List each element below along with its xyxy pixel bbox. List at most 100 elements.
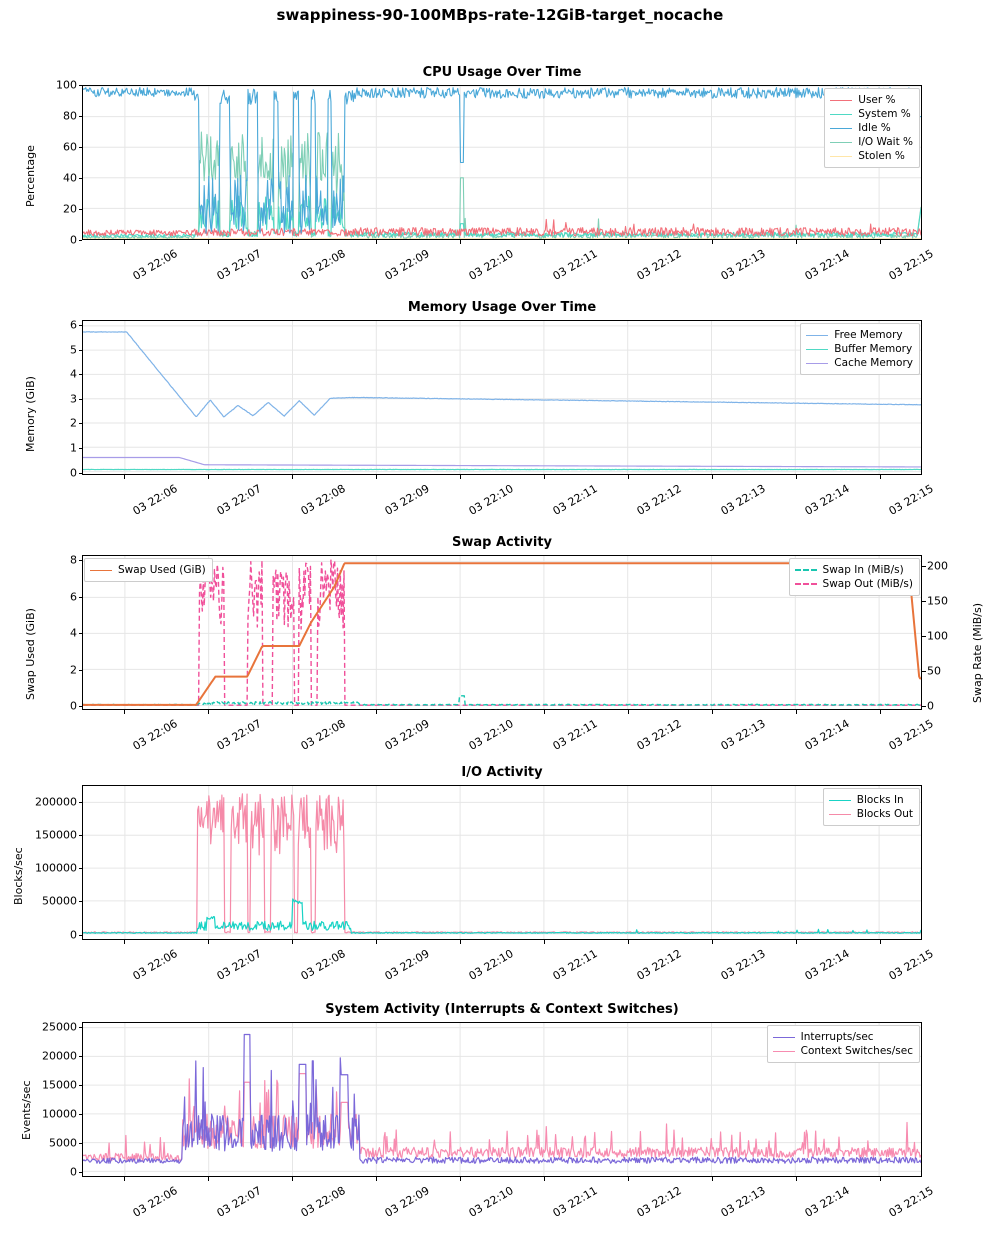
legend-label: I/O Wait %	[858, 136, 913, 148]
y-tick-label: 80	[63, 109, 77, 123]
y-tick-label: 0	[70, 466, 77, 480]
panel-swap-ylabel-right: Swap Rate (MiB/s)	[971, 602, 984, 703]
x-tick-label: 03 22:07	[214, 947, 264, 983]
x-tick-label: 03 22:12	[634, 1184, 684, 1220]
legend-item: Context Switches/sec	[772, 1044, 913, 1058]
x-tick-mark	[712, 710, 713, 714]
y-tick-label: 20	[63, 202, 77, 216]
legend-swatch-iowait	[830, 141, 853, 143]
x-tick-label: 03 22:10	[466, 247, 516, 283]
x-tick-label: 03 22:08	[298, 247, 348, 283]
panel-cpu-axes	[82, 85, 922, 240]
x-tick-label: 03 22:11	[550, 947, 600, 983]
x-tick-mark	[880, 240, 881, 244]
x-tick-mark	[544, 710, 545, 714]
x-tick-label: 03 22:09	[382, 717, 432, 753]
x-tick-label: 03 22:07	[214, 482, 264, 518]
y2-tick-label: 50	[927, 664, 941, 678]
x-tick-mark	[796, 710, 797, 714]
x-tick-label: 03 22:07	[214, 247, 264, 283]
y-tick-mark	[78, 85, 82, 86]
legend-swatch-context-switches	[772, 1050, 795, 1052]
y-tick-mark	[78, 1055, 82, 1057]
x-tick-mark	[628, 1177, 629, 1181]
y-tick-label: 20000	[42, 1049, 77, 1063]
legend-swatch-free-memory	[806, 334, 829, 336]
x-tick-mark	[460, 475, 461, 479]
x-tick-label: 03 22:13	[718, 947, 768, 983]
x-tick-label: 03 22:11	[550, 717, 600, 753]
x-tick-label: 03 22:06	[130, 1184, 180, 1220]
y2-tick-label: 100	[927, 629, 948, 643]
panel-swap-axes	[82, 555, 922, 710]
legend-swatch-swap-used	[90, 569, 112, 571]
x-tick-mark	[880, 710, 881, 714]
y-tick-mark	[78, 706, 82, 708]
panel-memory-plot	[83, 321, 921, 474]
x-tick-mark	[376, 475, 377, 479]
legend-label: Context Switches/sec	[800, 1045, 913, 1057]
x-tick-label: 03 22:12	[634, 947, 684, 983]
y-tick-mark	[78, 324, 82, 326]
x-tick-label: 03 22:07	[214, 717, 264, 753]
x-tick-mark	[292, 240, 293, 244]
legend-item: Blocks Out	[828, 807, 913, 821]
y-tick-label: 0	[70, 1165, 77, 1179]
legend-item: Free Memory	[806, 328, 913, 342]
panel-memory: Memory Usage Over Time Memory (GiB) Free…	[24, 300, 936, 518]
x-tick-mark	[208, 475, 209, 479]
x-tick-mark	[796, 940, 797, 944]
y-tick-label: 6	[70, 318, 77, 332]
x-tick-label: 03 22:14	[802, 482, 852, 518]
legend-label: Swap Out (MiB/s)	[822, 578, 913, 590]
x-tick-mark	[628, 475, 629, 479]
x-tick-mark	[124, 240, 125, 244]
legend-label: Buffer Memory	[834, 343, 913, 355]
y-tick-mark	[78, 447, 82, 449]
x-tick-label: 03 22:09	[382, 247, 432, 283]
y2-tick-mark	[922, 565, 926, 567]
panel-memory-ylabel: Memory (GiB)	[24, 376, 37, 452]
x-tick-label: 03 22:07	[214, 1184, 264, 1220]
panel-cpu-legend: User % System % Idle % I/O Wait % Stolen…	[824, 88, 920, 168]
y-tick-mark	[78, 1172, 82, 1174]
y-tick-mark	[78, 596, 82, 598]
y-tick-mark	[78, 1084, 82, 1086]
y-tick-label: 4	[70, 626, 77, 640]
x-tick-label: 03 22:14	[802, 717, 852, 753]
legend-item: Cache Memory	[806, 356, 913, 370]
y-tick-label: 150000	[35, 828, 77, 842]
x-tick-mark	[292, 710, 293, 714]
y-tick-label: 60	[63, 140, 77, 154]
figure-suptitle: swappiness-90-100MBps-rate-12GiB-target_…	[276, 6, 724, 24]
legend-item: Buffer Memory	[806, 342, 913, 356]
y-tick-mark	[78, 178, 82, 179]
x-tick-label: 03 22:14	[802, 247, 852, 283]
y-tick-label: 4	[70, 367, 77, 381]
y-tick-mark	[78, 374, 82, 376]
legend-item: User %	[830, 93, 913, 107]
x-tick-label: 03 22:09	[382, 482, 432, 518]
panel-io-ylabel: Blocks/sec	[12, 847, 25, 905]
x-tick-label: 03 22:15	[886, 247, 936, 283]
y-tick-mark	[78, 423, 82, 425]
x-tick-label: 03 22:10	[466, 482, 516, 518]
legend-item: Blocks In	[828, 793, 913, 807]
x-tick-mark	[544, 475, 545, 479]
legend-swatch-user	[830, 99, 853, 101]
legend-item: System %	[830, 107, 913, 121]
x-tick-label: 03 22:06	[130, 247, 180, 283]
x-tick-mark	[880, 1177, 881, 1181]
legend-swatch-blocks-out	[828, 813, 851, 815]
panel-io-legend: Blocks In Blocks Out	[822, 788, 920, 826]
x-tick-mark	[712, 940, 713, 944]
x-tick-mark	[208, 1177, 209, 1181]
y-tick-mark	[78, 901, 82, 903]
legend-label: Stolen %	[858, 150, 905, 162]
x-tick-label: 03 22:11	[550, 247, 600, 283]
y-tick-label: 5000	[49, 1136, 77, 1150]
panel-swap-legend-right: Swap In (MiB/s) Swap Out (MiB/s)	[788, 558, 920, 596]
x-tick-label: 03 22:14	[802, 947, 852, 983]
y-tick-mark	[78, 633, 82, 635]
x-tick-mark	[124, 710, 125, 714]
